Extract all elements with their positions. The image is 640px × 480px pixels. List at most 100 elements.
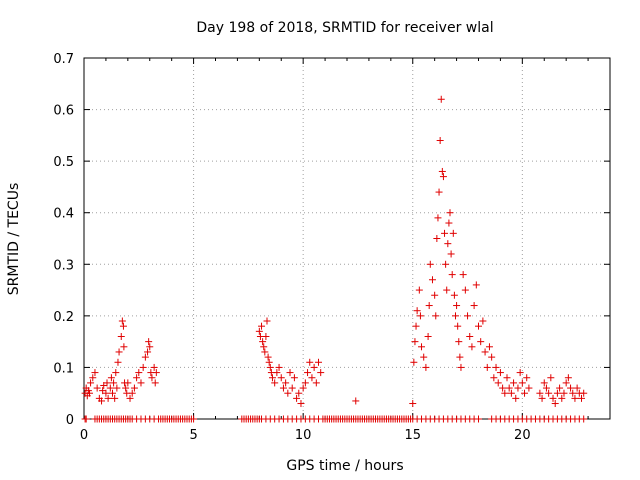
- data-point: [268, 374, 276, 382]
- axis-ticks: 0 5 10 15 20 0 0.1 0.2 0.3 0.4 0.5 0.6 0.7: [53, 52, 610, 443]
- data-point: [459, 271, 467, 279]
- data-point: [124, 379, 132, 387]
- data-point: [119, 322, 127, 330]
- data-point: [144, 348, 152, 356]
- data-point: [507, 389, 515, 397]
- data-point: [536, 389, 544, 397]
- data-point: [466, 332, 474, 340]
- data-point: [317, 369, 325, 377]
- grid: [84, 58, 610, 419]
- y-tick-label: 0.7: [53, 52, 74, 67]
- data-point: [580, 415, 588, 423]
- data-point: [444, 240, 452, 248]
- data-point: [578, 394, 586, 402]
- data-point: [501, 389, 509, 397]
- data-point: [542, 384, 550, 392]
- data-point: [564, 374, 572, 382]
- data-point: [516, 369, 524, 377]
- data-point: [113, 384, 121, 392]
- data-point: [558, 394, 566, 402]
- data-point: [104, 394, 112, 402]
- data-point: [580, 389, 588, 397]
- data-point: [139, 363, 147, 371]
- data-point: [122, 384, 130, 392]
- y-tick-label: 0.6: [53, 104, 74, 119]
- x-tick-label: 15: [404, 428, 421, 443]
- data-point: [261, 348, 269, 356]
- data-point: [299, 384, 307, 392]
- data-point: [262, 332, 270, 340]
- y-tick-label: 0.3: [53, 258, 74, 273]
- data-point: [279, 384, 287, 392]
- data-point: [448, 271, 456, 279]
- data-point: [479, 317, 487, 325]
- data-point: [146, 343, 154, 351]
- data-point: [457, 363, 465, 371]
- data-point: [258, 322, 266, 330]
- x-axis-title: GPS time / hours: [286, 458, 403, 474]
- data-point: [260, 343, 268, 351]
- data-point: [446, 209, 454, 217]
- data-point: [556, 384, 564, 392]
- data-point: [410, 358, 418, 366]
- data-point: [409, 400, 417, 408]
- data-point: [411, 338, 419, 346]
- data-point: [420, 353, 428, 361]
- y-tick-label: 0: [66, 413, 74, 428]
- data-point: [106, 384, 114, 392]
- data-point: [470, 302, 478, 310]
- data-point: [432, 312, 440, 320]
- data-point: [118, 317, 126, 325]
- data-point: [434, 214, 442, 222]
- data-point: [431, 291, 439, 299]
- data-point: [301, 379, 309, 387]
- data-point: [297, 400, 305, 408]
- data-point: [310, 363, 318, 371]
- data-point: [461, 286, 469, 294]
- data-point: [451, 312, 459, 320]
- data-point: [145, 338, 153, 346]
- data-point: [87, 379, 95, 387]
- data-point: [108, 389, 116, 397]
- data-point: [117, 332, 125, 340]
- data-point: [112, 369, 120, 377]
- chart-title: Day 198 of 2018, SRMTID for receiver wla…: [196, 20, 493, 36]
- data-point: [295, 389, 303, 397]
- data-point: [464, 312, 472, 320]
- data-point: [436, 137, 444, 145]
- data-point: [443, 286, 451, 294]
- data-point: [468, 343, 476, 351]
- data-point: [265, 358, 273, 366]
- data-point: [304, 369, 312, 377]
- data-point: [93, 384, 101, 392]
- data-point: [438, 167, 446, 175]
- data-point: [547, 374, 555, 382]
- data-point: [422, 363, 430, 371]
- data-point: [416, 312, 424, 320]
- data-point: [259, 338, 267, 346]
- data-point: [190, 415, 198, 423]
- data-point: [128, 389, 136, 397]
- data-point: [512, 394, 520, 402]
- data-point: [412, 322, 420, 330]
- data-point: [425, 302, 433, 310]
- data-point: [255, 327, 263, 335]
- data-point: [445, 219, 453, 227]
- data-point: [499, 384, 507, 392]
- y-tick-label: 0.4: [53, 207, 74, 222]
- y-tick-label: 0.1: [53, 361, 74, 376]
- data-point: [133, 374, 141, 382]
- data-point: [433, 235, 441, 242]
- data-point: [148, 374, 156, 382]
- data-point: [560, 389, 568, 397]
- data-point: [271, 379, 279, 387]
- data-point: [496, 369, 504, 377]
- data-point: [521, 389, 529, 397]
- data-point: [567, 384, 575, 392]
- data-point: [266, 363, 274, 371]
- data-point: [126, 394, 134, 402]
- data-point: [115, 348, 123, 356]
- y-axis-title: SRMTID / TECUs: [6, 183, 22, 296]
- data-point: [352, 397, 360, 405]
